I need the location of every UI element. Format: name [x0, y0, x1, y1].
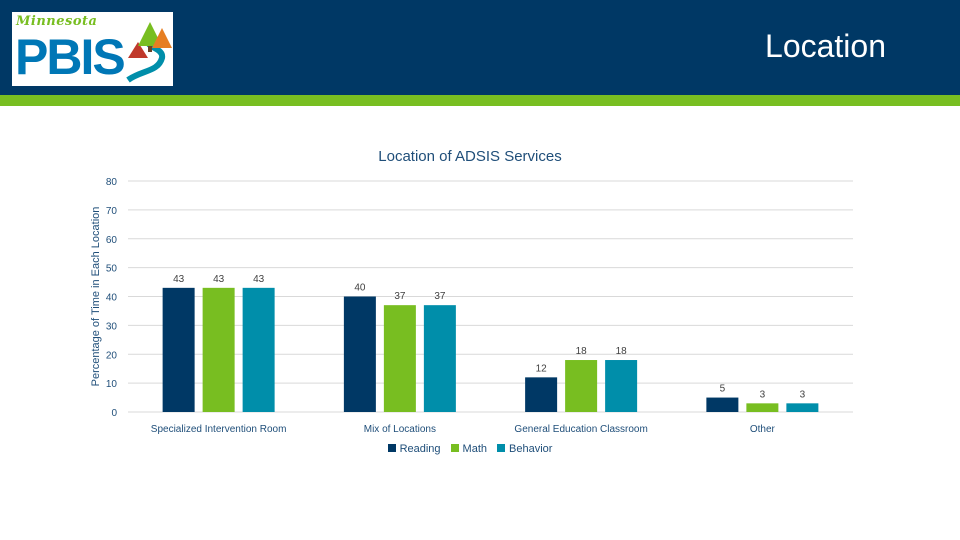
- bar-behavior: [605, 360, 638, 412]
- legend-label: Reading: [399, 443, 441, 455]
- legend-item-math: Math: [450, 443, 488, 455]
- y-tick-label: 70: [106, 206, 118, 217]
- legend-swatch: [497, 444, 506, 452]
- y-tick-label: 10: [106, 379, 118, 390]
- logo-wordmark: PBIS: [15, 29, 126, 85]
- logo-script-text: Minnesota: [16, 14, 98, 29]
- x-category-label: General Education Classroom: [514, 424, 647, 435]
- y-tick-label: 80: [106, 177, 118, 188]
- legend-swatch: [450, 444, 459, 452]
- accent-stripe: [0, 95, 960, 106]
- bar-reading: [162, 287, 195, 412]
- y-tick-label: 40: [106, 293, 118, 304]
- legend-label: Behavior: [509, 443, 553, 455]
- data-label: 3: [800, 389, 806, 400]
- legend-item-reading: Reading: [387, 443, 441, 455]
- y-tick-label: 60: [106, 235, 118, 246]
- trees-icon: [126, 22, 172, 83]
- bar-math: [202, 287, 235, 412]
- y-tick-label: 30: [106, 321, 118, 332]
- bar-reading: [343, 296, 376, 412]
- data-label: 43: [173, 274, 185, 285]
- y-tick-label: 50: [106, 264, 118, 275]
- slide-title: Location: [765, 28, 886, 64]
- header-bar: Minnesota PBIS Location: [0, 0, 960, 95]
- x-category-label: Mix of Locations: [364, 424, 436, 435]
- data-label: 43: [213, 274, 225, 285]
- legend-swatch: [387, 444, 396, 452]
- bar-reading: [706, 397, 739, 412]
- data-label: 37: [394, 291, 406, 302]
- bar-reading: [525, 377, 558, 412]
- chart-legend: Reading Math Behavior: [0, 443, 940, 455]
- bar-math: [565, 360, 598, 412]
- y-tick-label: 20: [106, 350, 118, 361]
- data-label: 12: [536, 363, 548, 374]
- bar-math: [746, 403, 779, 412]
- legend-item-behavior: Behavior: [497, 443, 552, 455]
- bar-math: [383, 305, 416, 412]
- data-label: 40: [354, 283, 366, 294]
- chart-title: Location of ADSIS Services: [378, 148, 562, 165]
- data-label: 5: [720, 384, 726, 395]
- y-tick-label: 0: [111, 408, 117, 419]
- y-axis-label: Percentage of Time in Each Location: [90, 207, 102, 387]
- bar-behavior: [786, 403, 819, 412]
- data-label: 3: [760, 389, 766, 400]
- data-label: 43: [253, 274, 265, 285]
- bar-behavior: [242, 287, 275, 412]
- x-category-label: Specialized Intervention Room: [151, 424, 287, 435]
- x-category-label: Other: [750, 424, 776, 435]
- bar-behavior: [423, 305, 456, 412]
- minnesota-pbis-logo: Minnesota PBIS: [12, 12, 173, 86]
- data-label: 18: [576, 346, 588, 357]
- legend-label: Math: [462, 443, 488, 455]
- data-label: 18: [616, 346, 628, 357]
- data-label: 37: [434, 291, 446, 302]
